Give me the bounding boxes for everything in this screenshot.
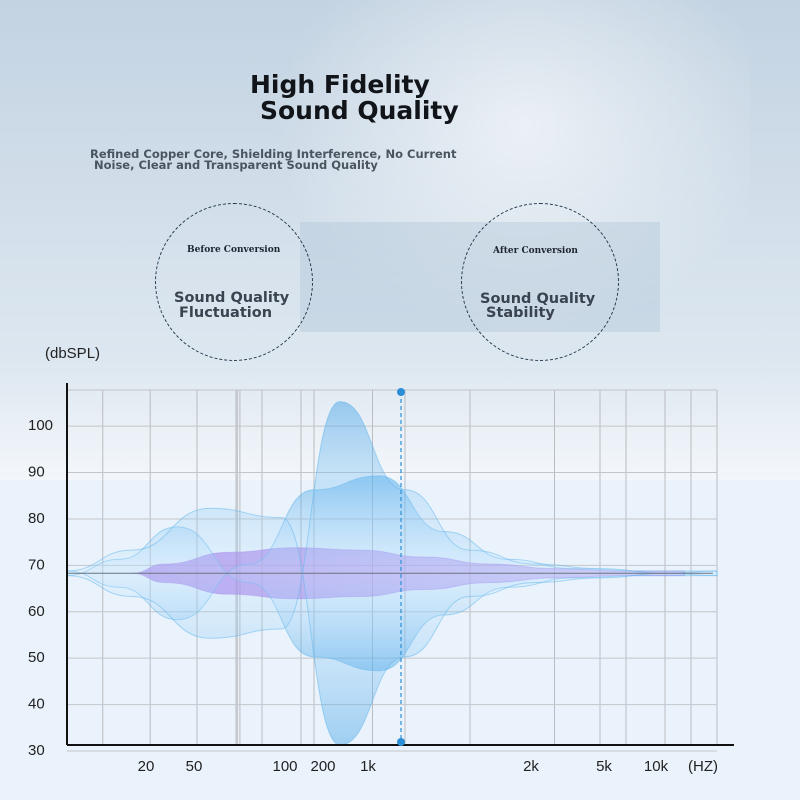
y-tick-label: 60 [28, 603, 45, 620]
before-line-2: Fluctuation [179, 305, 273, 321]
before-line-1: Sound Quality [174, 290, 290, 306]
y-axis-label: (dbSPL) [45, 345, 101, 362]
y-tick-label: 40 [28, 696, 45, 713]
before-label: Before Conversion [187, 245, 281, 255]
marker-dot-bottom [397, 738, 405, 746]
before-circle: Before Conversion Sound Quality Fluctuat… [155, 203, 313, 361]
x-tick-label: 1k [360, 758, 376, 775]
x-tick-label: 100 [272, 758, 297, 775]
marker-dot-top [397, 388, 405, 396]
x-tick-label: 20 [138, 758, 155, 775]
y-tick-label: 80 [28, 510, 45, 527]
subtitle-line-2: Noise, Clear and Transparent Sound Quali… [94, 158, 378, 172]
y-tick-label: 100 [28, 417, 53, 434]
y-tick-label: 70 [28, 556, 45, 573]
x-tick-label: 200 [310, 758, 335, 775]
y-tick-label: 30 [28, 742, 45, 759]
x-tick-label: 5k [596, 758, 612, 775]
after-circle: After Conversion Sound Quality Stability [461, 203, 619, 361]
subtitle-line-1: Refined Copper Core, Shielding Interfere… [90, 147, 457, 161]
after-line-1: Sound Quality [480, 291, 596, 307]
x-tick-label: 2k [523, 758, 539, 775]
after-label: After Conversion [493, 246, 578, 256]
y-tick-label: 90 [28, 464, 45, 481]
title-line-2: Sound Quality [260, 96, 459, 125]
x-tick-label: 10k [644, 758, 669, 775]
x-tick-label: 50 [186, 758, 203, 775]
x-axis-label: (HZ) [688, 758, 718, 775]
after-line-2: Stability [486, 305, 555, 321]
y-tick-label: 50 [28, 649, 45, 666]
title-line-1: High Fidelity [250, 70, 430, 99]
